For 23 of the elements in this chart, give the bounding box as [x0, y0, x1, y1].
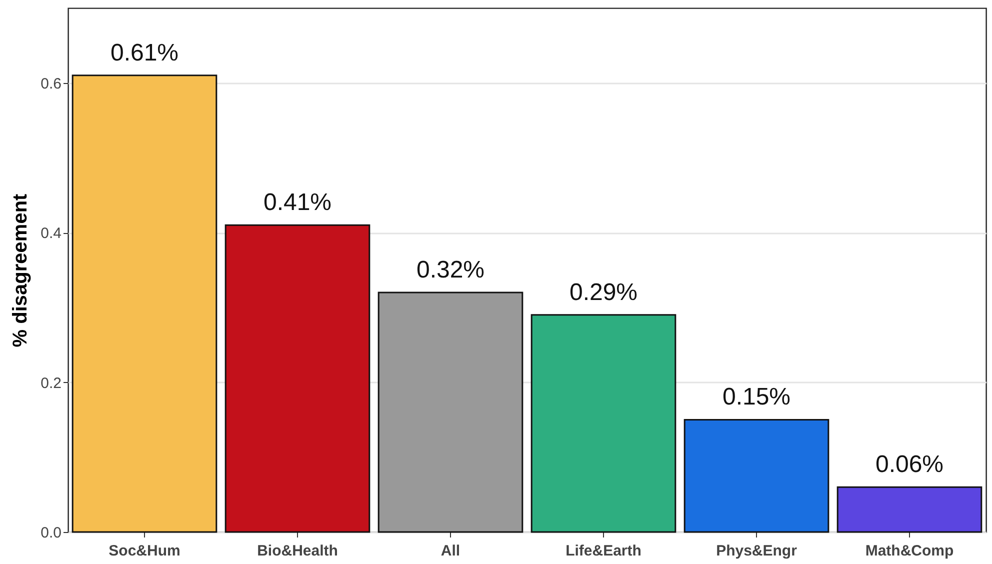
- x-tick-label: Math&Comp: [865, 542, 954, 560]
- x-tick-label: Bio&Health: [257, 542, 338, 560]
- x-tick-label: Phys&Engr: [716, 542, 798, 560]
- bar: [224, 224, 370, 533]
- data-label: 0.32%: [416, 256, 485, 284]
- y-tick-label: 0.2: [40, 374, 62, 392]
- x-tick-label: All: [440, 542, 460, 560]
- data-label: 0.15%: [722, 384, 791, 411]
- bar: [684, 418, 830, 533]
- data-label: 0.61%: [110, 39, 179, 66]
- bar: [530, 314, 676, 533]
- bar: [72, 74, 218, 533]
- y-tick-label: 0.6: [40, 75, 62, 92]
- bar: [836, 486, 982, 533]
- data-label: 0.29%: [569, 278, 638, 306]
- data-label: 0.06%: [875, 451, 944, 478]
- bar: [378, 292, 524, 533]
- x-tick-label: Life&Earth: [566, 542, 642, 560]
- x-tick-label: Soc&Hum: [108, 542, 180, 560]
- y-tick-label: 0.4: [40, 225, 62, 242]
- data-label: 0.41%: [263, 189, 332, 216]
- y-axis-title: % disagreement: [10, 193, 32, 348]
- y-tick-label: 0.0: [40, 524, 62, 542]
